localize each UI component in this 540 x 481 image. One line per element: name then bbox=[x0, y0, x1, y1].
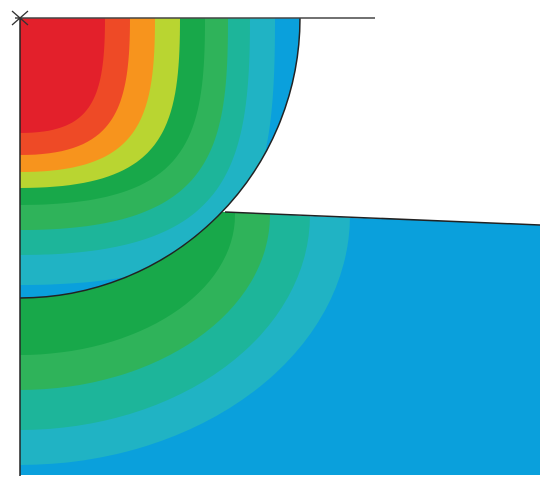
sphere-outline bbox=[19, 17, 301, 299]
origin-mark bbox=[11, 10, 29, 26]
sphere bbox=[20, 18, 300, 298]
band bbox=[20, 18, 105, 133]
surface-line bbox=[224, 211, 540, 226]
band bbox=[20, 212, 235, 355]
